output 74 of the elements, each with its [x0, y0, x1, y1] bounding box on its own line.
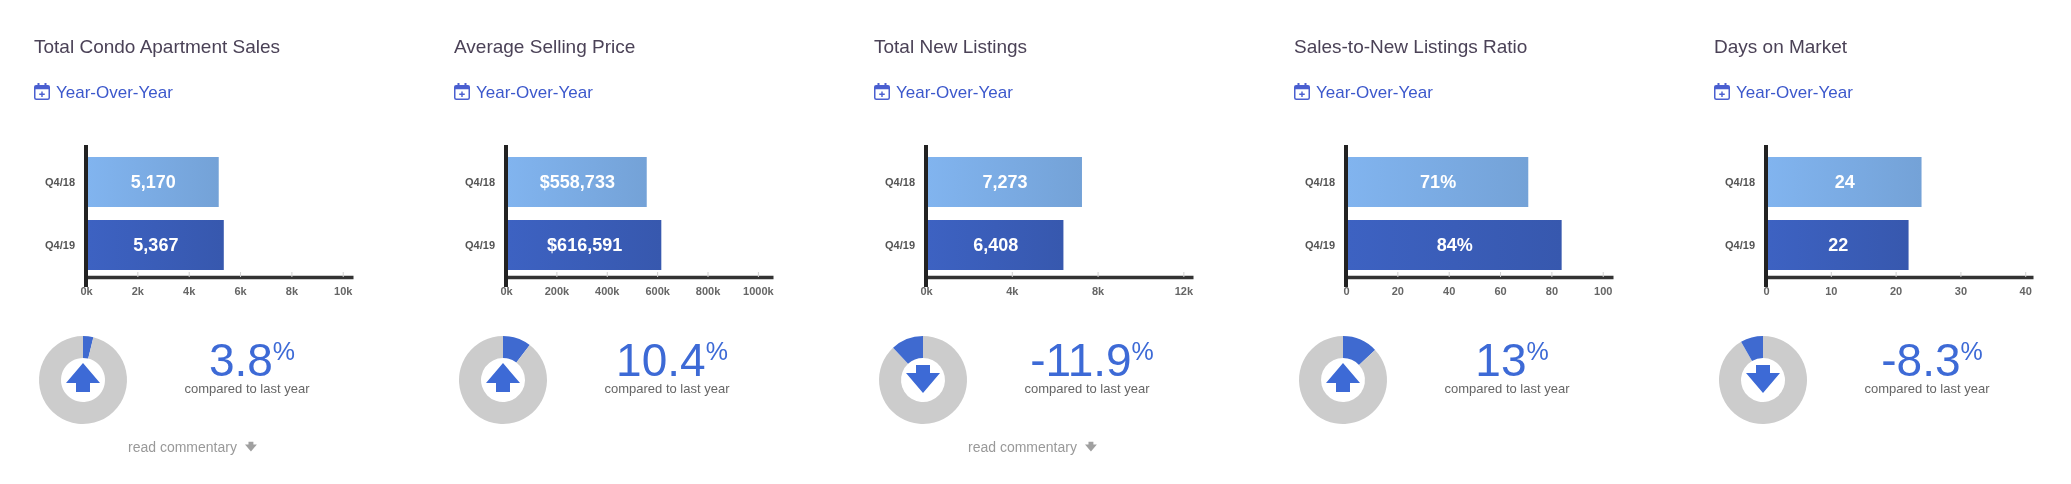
- chart-subtitle: Year-Over-Year: [1736, 83, 1854, 102]
- x-tick-label: 30: [1954, 284, 1968, 297]
- donut-slice: [459, 336, 547, 424]
- donut-slice: [39, 336, 127, 424]
- y-tick-label: Q4/19: [1725, 238, 1755, 251]
- chart-title: Days on Market: [1714, 36, 1848, 57]
- data-label: 6,408: [973, 235, 1019, 256]
- chart-subtitle: Year-Over-Year: [476, 83, 594, 102]
- text: compared to last year: [604, 381, 731, 396]
- chart-title: Total Condo Apartment Sales: [34, 36, 281, 57]
- x-tick-label: 2k: [131, 284, 145, 297]
- x-tick-label: 0k: [500, 284, 514, 297]
- y-tick-label: Q4/18: [1305, 175, 1335, 188]
- chart-title: Average Selling Price: [454, 36, 636, 57]
- x-tick-label: 60: [1494, 284, 1507, 297]
- x-tick-label: 20: [1889, 284, 1903, 297]
- x-tick-label: 0: [1763, 284, 1770, 297]
- y-tick-label: Q4/18: [1725, 175, 1755, 188]
- y-tick-label: Q4/19: [1305, 238, 1335, 251]
- text: read commentary: [968, 439, 1077, 455]
- chart-title: Sales-to-New Listings Ratio: [1294, 36, 1528, 57]
- data-label: $616,591: [547, 235, 623, 256]
- x-tick-label: 0k: [80, 284, 94, 297]
- y-tick-label: Q4/19: [885, 238, 915, 251]
- donut-slice: [893, 336, 923, 364]
- x-tick-label: 40: [1443, 284, 1456, 297]
- x-tick-label: 80: [1545, 284, 1559, 297]
- y-tick-label: Q4/18: [465, 175, 495, 188]
- x-tick-label: 200k: [544, 284, 570, 297]
- chart-subtitle: Year-Over-Year: [896, 83, 1014, 102]
- x-tick-label: 12k: [1174, 284, 1194, 297]
- donut-slice: [1343, 336, 1376, 365]
- donut-slice: [1719, 336, 1807, 424]
- donut-slice: [503, 336, 530, 363]
- data-label: 7,273: [982, 172, 1028, 193]
- text: compared to last year: [1444, 381, 1571, 396]
- x-tick-label: 6k: [234, 284, 248, 297]
- x-tick-label: 100: [1594, 284, 1613, 297]
- text: read commentary: [128, 439, 237, 455]
- data-label: 5,170: [130, 172, 176, 193]
- data-label: 22: [1828, 235, 1849, 256]
- x-tick-label: 20: [1391, 284, 1404, 297]
- x-tick-label: 8k: [285, 284, 299, 297]
- donut-slice: [1741, 336, 1763, 361]
- chart-title: Total New Listings: [874, 36, 1028, 57]
- data-label: 71%: [1420, 172, 1457, 193]
- x-tick-label: 40: [2019, 284, 2032, 297]
- donut-slice: [1299, 336, 1387, 424]
- chart-subtitle: Year-Over-Year: [56, 83, 174, 102]
- y-tick-label: Q4/18: [885, 175, 915, 188]
- x-tick-label: 4k: [183, 284, 197, 297]
- x-tick-label: 0: [1343, 284, 1350, 297]
- y-tick-label: Q4/19: [465, 238, 495, 251]
- x-tick-label: 8k: [1091, 284, 1106, 297]
- x-tick-label: 400k: [595, 284, 621, 297]
- x-tick-label: 4k: [1006, 284, 1020, 297]
- y-tick-label: Q4/18: [45, 175, 75, 188]
- x-tick-label: 800k: [695, 284, 722, 297]
- x-tick-label: 10: [1825, 284, 1838, 297]
- donut-slice: [83, 336, 94, 359]
- x-tick-label: 10k: [334, 284, 354, 297]
- x-tick-label: 1000k: [743, 284, 775, 297]
- data-label: 84%: [1436, 235, 1473, 256]
- donut-slice: [879, 336, 967, 424]
- text: compared to last year: [1024, 381, 1151, 396]
- data-label: $558,733: [539, 172, 615, 193]
- chart-subtitle: Year-Over-Year: [1316, 83, 1434, 102]
- y-tick-label: Q4/19: [45, 238, 75, 251]
- data-label: 5,367: [133, 235, 179, 256]
- text: compared to last year: [184, 381, 311, 396]
- data-label: 24: [1834, 172, 1855, 193]
- x-tick-label: 600k: [645, 284, 671, 297]
- text: compared to last year: [1864, 381, 1991, 396]
- x-tick-label: 0k: [920, 284, 934, 297]
